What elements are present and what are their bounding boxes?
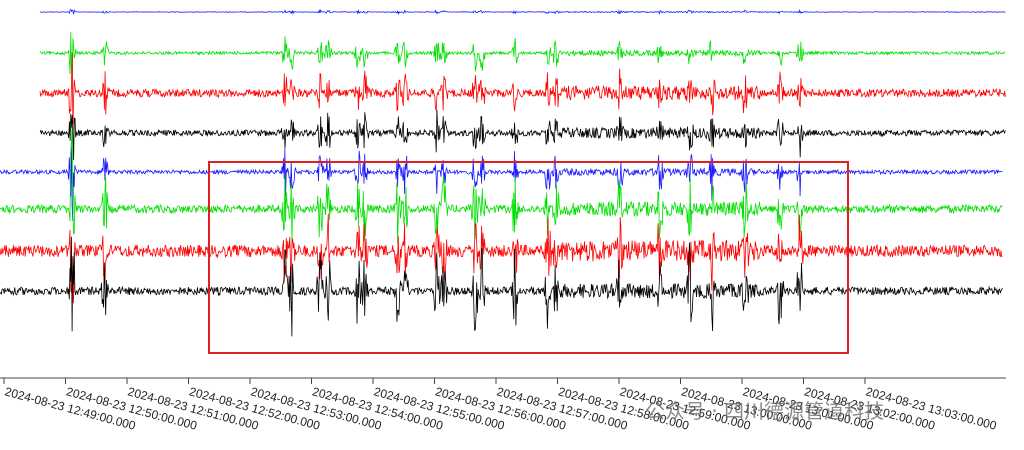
trace [39, 52, 1006, 131]
trace [39, 8, 1006, 16]
trace [0, 124, 1003, 244]
trace [0, 142, 1003, 221]
traces [0, 8, 1006, 337]
watermark: 公众号 · 四川德源管道科技 [645, 399, 884, 423]
trace [0, 213, 1003, 304]
trace [39, 109, 1006, 161]
highlight-box [208, 161, 849, 354]
trace [0, 236, 1003, 337]
trace [39, 31, 1006, 90]
